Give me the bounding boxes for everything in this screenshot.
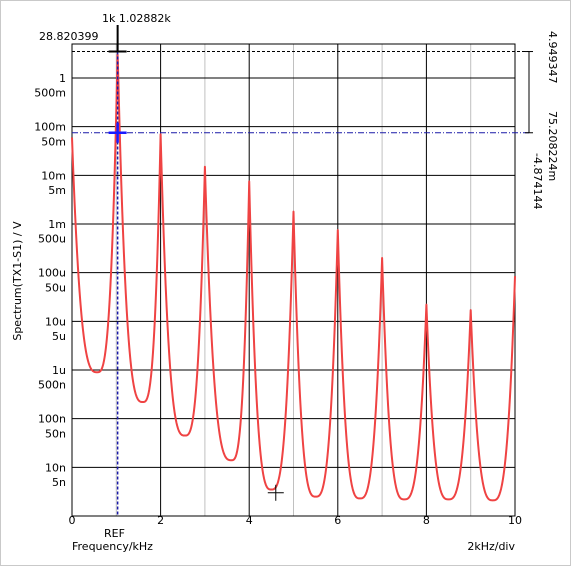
y-tick-label: 5u <box>52 330 66 343</box>
cursor-upper-value: 4.949347 <box>546 31 559 84</box>
x-tick-label: 4 <box>246 514 253 527</box>
y-tick-label: 10u <box>45 315 66 328</box>
cursor-y-readout: 28.820399 <box>39 30 99 43</box>
y-axis-label: Spectrum(TX1-S1) / V <box>11 221 24 341</box>
cursor-delta-value: 75.208224m <box>546 111 559 181</box>
y-tick-label: 50n <box>45 427 66 440</box>
x-tick-label: 6 <box>334 514 341 527</box>
ref-label: REF <box>104 527 125 540</box>
y-tick-label: 1 <box>59 72 66 85</box>
y-tick-label: 100m <box>34 121 66 134</box>
y-tick-label: 10n <box>45 461 66 474</box>
y-tick-label: 500m <box>34 87 66 100</box>
y-tick-label: 500u <box>38 233 66 246</box>
y-tick-label: 5m <box>48 184 66 197</box>
x-tick-label: 0 <box>69 514 76 527</box>
y-tick-label: 50m <box>41 135 66 148</box>
cursor-lower-value: -4.874144 <box>531 153 544 209</box>
y-tick-label: 100u <box>38 267 66 280</box>
x-axis-label: Frequency/kHz <box>72 540 153 553</box>
x-tick-label: 2 <box>157 514 164 527</box>
cursor-layer[interactable] <box>72 25 533 516</box>
y-tick-label: 5n <box>52 476 66 489</box>
y-tick-label: 1m <box>48 218 66 231</box>
cursor-x-readout: 1k 1.02882k <box>102 12 171 25</box>
y-tick-label: 100n <box>38 413 66 426</box>
spectrum-trace <box>71 53 516 502</box>
y-tick-label: 10m <box>41 169 66 182</box>
x-tick-label: 10 <box>508 514 522 527</box>
grid <box>72 44 515 516</box>
y-tick-label: 500n <box>38 379 66 392</box>
x-division-label: 2kHz/div <box>467 540 515 553</box>
y-tick-label: 1u <box>52 364 66 377</box>
x-tick-labels: 0 2 4 6 8 10 <box>69 514 523 527</box>
x-tick-label: 8 <box>423 514 430 527</box>
y-tick-label: 50u <box>45 281 66 294</box>
